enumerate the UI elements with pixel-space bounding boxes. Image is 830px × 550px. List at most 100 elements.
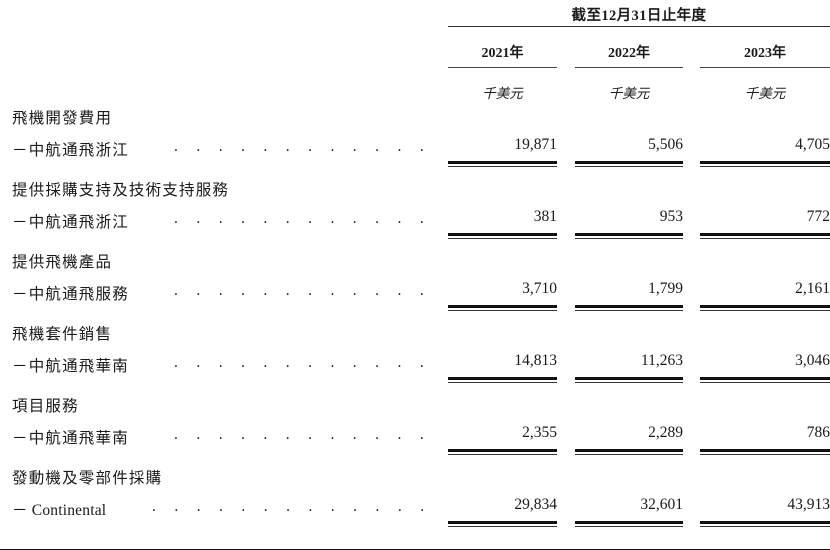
header-rule-col1 xyxy=(448,67,557,68)
row-value-double-rule xyxy=(575,233,683,239)
rule-thick xyxy=(700,377,830,380)
header-rule-col2 xyxy=(575,67,683,68)
rule-thick xyxy=(448,377,557,380)
row-value-double-rule xyxy=(575,449,683,455)
rule-thick xyxy=(575,449,683,452)
rule-thin xyxy=(700,526,830,527)
row-value-col2: 953 xyxy=(659,208,683,225)
rule-thin xyxy=(700,238,830,239)
row-counterparty-label: －中航通飛服務 xyxy=(12,286,129,303)
row-dot-leader: . . . . . . . . . . . . . . . . . . . . … xyxy=(174,426,434,443)
row-dot-leader: . . . . . . . . . . . . . . . . . . . . … xyxy=(152,498,434,515)
rule-thin xyxy=(448,454,557,455)
table-row: 發動機及零部件採購 － Continental . . . . . . . . . … xyxy=(0,464,830,536)
rule-thick xyxy=(700,449,830,452)
row-category-label: 提供飛機產品 xyxy=(12,254,113,271)
row-value-double-rule xyxy=(700,305,830,311)
row-category-label: 飛機套件銷售 xyxy=(12,326,113,343)
row-dot-leader: . . . . . . . . . . . . . . . . . . . . … xyxy=(174,138,434,155)
rule-thick xyxy=(575,161,683,164)
row-value-double-rule xyxy=(700,521,830,527)
header-year-2021: 2021年 xyxy=(481,46,524,61)
rule-thick xyxy=(700,161,830,164)
rule-thick xyxy=(700,233,830,236)
rule-thin xyxy=(575,526,683,527)
rule-thick xyxy=(700,305,830,308)
header-unit-col1: 千美元 xyxy=(482,86,523,101)
row-value-col3: 786 xyxy=(806,424,830,441)
header-top-rule xyxy=(448,26,830,27)
rule-thick xyxy=(575,305,683,308)
row-value-col1: 19,871 xyxy=(514,136,557,153)
row-value-col3: 43,913 xyxy=(787,496,830,513)
rule-thin xyxy=(448,382,557,383)
row-value-col2: 2,289 xyxy=(648,424,683,441)
rule-thick xyxy=(448,161,557,164)
row-value-double-rule xyxy=(448,305,557,311)
row-category-label: 項目服務 xyxy=(12,398,79,415)
row-value-col1: 14,813 xyxy=(514,352,557,369)
row-value-col1: 2,355 xyxy=(522,424,557,441)
row-value-col2: 1,799 xyxy=(648,280,683,297)
rule-thin xyxy=(575,166,683,167)
rule-thin xyxy=(575,454,683,455)
table-row: 飛機開發費用 －中航通飛浙江 . . . . . . . . . . . . . .… xyxy=(0,104,830,176)
row-dot-leader: . . . . . . . . . . . . . . . . . . . . … xyxy=(174,282,434,299)
row-counterparty-label: －中航通飛浙江 xyxy=(12,214,129,231)
row-value-double-rule xyxy=(575,161,683,167)
table-row: 提供採購支持及技術支持服務 －中航通飛浙江 . . . . . . . . . . … xyxy=(0,176,830,248)
rule-thin xyxy=(700,310,830,311)
row-value-col3: 772 xyxy=(806,208,830,225)
rule-thin xyxy=(448,166,557,167)
header-rule-col3 xyxy=(700,67,830,68)
rule-thick xyxy=(575,233,683,236)
table-row: 項目服務 －中航通飛華南 . . . . . . . . . . . . . . .… xyxy=(0,392,830,464)
row-value-col2: 32,601 xyxy=(640,496,683,513)
rule-thin xyxy=(575,310,683,311)
row-value-double-rule xyxy=(700,449,830,455)
row-value-double-rule xyxy=(448,161,557,167)
row-value-double-rule xyxy=(575,377,683,383)
row-value-double-rule xyxy=(448,233,557,239)
row-dot-leader: . . . . . . . . . . . . . . . . . . . . … xyxy=(174,354,434,371)
row-value-col2: 5,506 xyxy=(648,136,683,153)
row-value-double-rule xyxy=(448,377,557,383)
rule-thin xyxy=(448,310,557,311)
rule-thin xyxy=(575,238,683,239)
row-value-double-rule xyxy=(575,305,683,311)
row-value-double-rule xyxy=(700,233,830,239)
rule-thin xyxy=(700,166,830,167)
row-value-double-rule xyxy=(700,161,830,167)
rule-thin xyxy=(575,382,683,383)
row-value-col3: 4,705 xyxy=(795,136,830,153)
rule-thin xyxy=(700,454,830,455)
table-row: 飛機套件銷售 －中航通飛華南 . . . . . . . . . . . . . .… xyxy=(0,320,830,392)
row-category-label: 發動機及零部件採購 xyxy=(12,470,163,487)
row-value-col1: 3,710 xyxy=(522,280,557,297)
rule-thin xyxy=(448,238,557,239)
rule-thin xyxy=(700,382,830,383)
header-period-title: 截至12月31日止年度 xyxy=(571,8,707,24)
row-value-col3: 3,046 xyxy=(795,352,830,369)
header-unit-col2: 千美元 xyxy=(608,86,650,101)
row-value-double-rule xyxy=(575,521,683,527)
row-value-col2: 11,263 xyxy=(640,352,683,369)
row-counterparty-label: －中航通飛華南 xyxy=(12,358,129,375)
row-value-col1: 381 xyxy=(533,208,557,225)
header-year-2022: 2022年 xyxy=(608,46,650,61)
row-category-label: 飛機開發費用 xyxy=(12,110,113,127)
rule-thin xyxy=(448,526,557,527)
rule-thick xyxy=(575,521,683,524)
row-value-double-rule xyxy=(448,521,557,527)
row-counterparty-label: － Continental xyxy=(12,502,107,519)
header-year-2023: 2023年 xyxy=(744,46,786,61)
rule-thick xyxy=(700,521,830,524)
rule-thick xyxy=(448,449,557,452)
rule-thick xyxy=(448,233,557,236)
row-category-label: 提供採購支持及技術支持服務 xyxy=(12,182,230,199)
row-value-double-rule xyxy=(448,449,557,455)
row-counterparty-label: －中航通飛浙江 xyxy=(12,142,129,159)
row-counterparty-label: －中航通飛華南 xyxy=(12,430,129,447)
table-body: 飛機開發費用 －中航通飛浙江 . . . . . . . . . . . . . .… xyxy=(0,104,830,536)
